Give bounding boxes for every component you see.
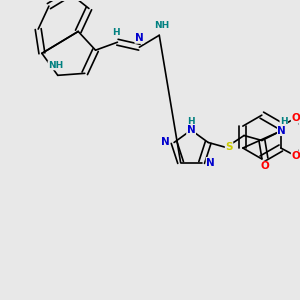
Text: O: O xyxy=(291,151,300,161)
Text: NH: NH xyxy=(48,61,63,70)
Text: H: H xyxy=(112,28,119,37)
Text: O: O xyxy=(260,161,269,171)
Text: H: H xyxy=(187,117,195,126)
Text: N: N xyxy=(135,33,144,43)
Text: O: O xyxy=(291,113,300,123)
Text: N: N xyxy=(161,137,170,148)
Text: NH: NH xyxy=(154,21,169,30)
Text: S: S xyxy=(225,142,233,152)
Text: N: N xyxy=(278,125,286,136)
Text: N: N xyxy=(187,125,196,135)
Text: N: N xyxy=(206,158,215,167)
Text: H: H xyxy=(280,117,288,126)
